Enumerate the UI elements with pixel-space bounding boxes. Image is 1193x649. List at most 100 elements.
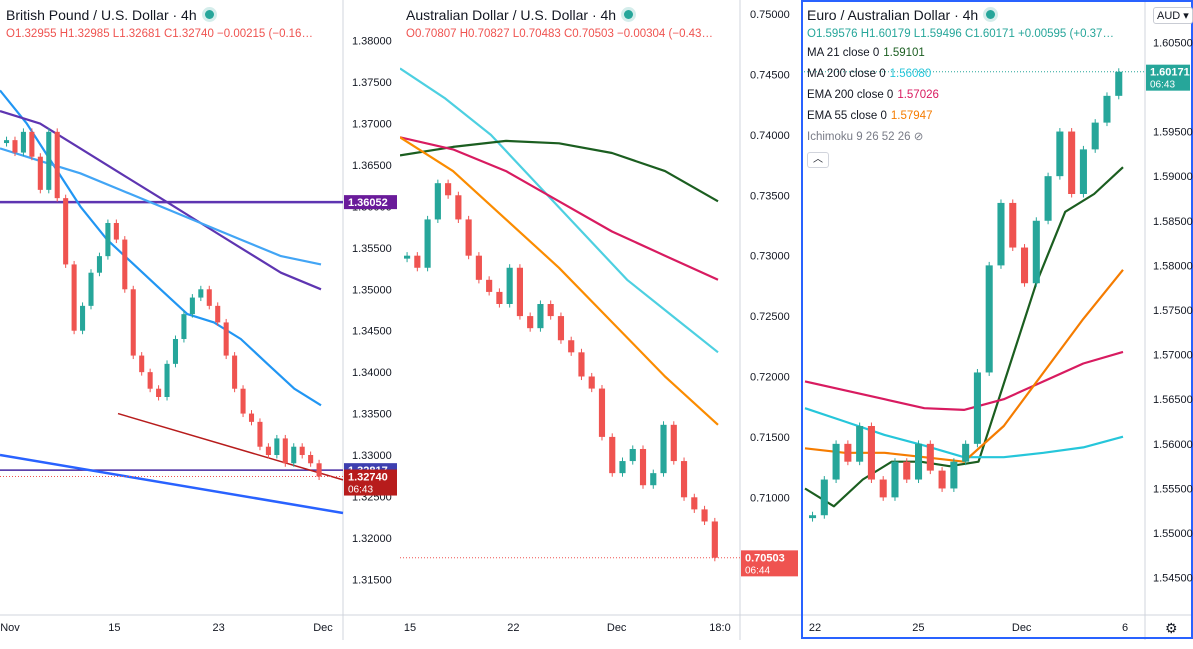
indicator-row-ema55[interactable]: EMA 55 close 0 1.57947 (807, 106, 1114, 127)
y-tick-label: 1.58500 (1153, 216, 1193, 228)
indicator-row-ma200[interactable]: MA 200 close 0 1.56080 (807, 64, 1114, 85)
euraud-plot[interactable]: 1.60500 1.59500 1.59000 1.58500 1.58000 1.575… (801, 0, 1193, 649)
candle-body (527, 316, 534, 329)
candle-body (506, 267, 513, 304)
chart-panel-gbpusd[interactable]: 1.380001.375001.370001.365001.360001.355… (0, 0, 400, 649)
chart-panel-euraud[interactable]: 1.60500 1.59500 1.59000 1.58500 1.58000 1.575… (801, 0, 1193, 649)
candle-body (424, 219, 431, 268)
y-tick-label: 1.33000 (352, 450, 392, 462)
gbpusd-legend: British Pound / U.S. Dollar · 4h O1.3295… (6, 6, 313, 43)
x-tick-label: Nov (0, 622, 20, 634)
candle-body (445, 183, 452, 196)
candle-body (1021, 247, 1029, 284)
low-value: L1.32681 (112, 28, 161, 40)
candle-body (856, 426, 864, 462)
moving-average-line (400, 67, 719, 354)
moving-average-line (804, 269, 1124, 463)
price-tag-label: 1.60171 (1150, 67, 1190, 79)
candle-body (434, 183, 441, 220)
symbol-title: British Pound / U.S. Dollar · 4h (6, 7, 197, 23)
ohlc-readout: O1.32955 H1.32985 L1.32681 C1.32740 −0.0… (6, 25, 313, 43)
market-status-icon (204, 10, 214, 19)
candle-body (711, 521, 718, 558)
candle-body (568, 340, 575, 353)
y-tick-label: 1.35000 (352, 284, 392, 296)
y-tick-label: 0.73000 (750, 251, 790, 263)
candle-body (206, 289, 212, 306)
candle-body (588, 376, 595, 389)
y-tick-label: 1.38000 (352, 36, 392, 48)
moving-average-line (400, 136, 719, 281)
candle-body (486, 279, 493, 292)
currency-selector[interactable]: AUD ▾ (1153, 7, 1193, 24)
eye-hidden-icon[interactable]: ⊘ (913, 131, 924, 143)
x-tick-label: Dec (1012, 622, 1032, 634)
indicator-label: MA 200 close 0 (807, 68, 886, 80)
y-tick-label: 0.75000 (750, 9, 790, 21)
candle-body (12, 140, 18, 153)
y-tick-label: 1.55000 (1153, 528, 1193, 540)
indicator-value: 1.57026 (897, 89, 939, 101)
y-tick-label: 1.60500 (1153, 37, 1193, 49)
candle-body (282, 438, 288, 464)
active-chart-frame (801, 0, 1193, 639)
candle-body (130, 289, 136, 356)
x-tick-label: 22 (809, 622, 821, 634)
x-tick-label: 6 (1122, 622, 1128, 634)
x-tick-label: 15 (108, 622, 120, 634)
indicator-row-ema200[interactable]: EMA 200 close 0 1.57026 (807, 85, 1114, 106)
candle-body (997, 202, 1005, 266)
y-tick-label: 0.72500 (750, 311, 790, 323)
candle-body (809, 515, 817, 519)
candle-body (516, 267, 523, 317)
low-value: L0.70483 (512, 28, 561, 40)
gear-icon[interactable]: ⚙ (1165, 620, 1178, 636)
moving-average-line (0, 110, 322, 291)
indicator-value: 1.57947 (890, 110, 933, 122)
moving-average-line (0, 147, 322, 266)
candle-body (1079, 149, 1087, 194)
price-tag-countdown: 06:43 (348, 485, 373, 496)
price-tag-box (344, 195, 397, 210)
candle-body (257, 421, 263, 447)
y-tick-label: 0.73500 (750, 190, 790, 202)
trendline (0, 453, 344, 515)
low-value: L1.59496 (913, 28, 962, 40)
price-tag-box (344, 469, 397, 496)
candle-body (985, 265, 993, 373)
gbpusd-plot[interactable]: 1.380001.375001.370001.365001.360001.355… (0, 0, 400, 649)
candle-body (639, 448, 647, 486)
x-tick-label: 18:0 (709, 622, 730, 634)
indicator-row-ichimoku[interactable]: Ichimoku 9 26 52 26 ⊘ (807, 127, 1114, 148)
trendline (117, 412, 344, 481)
price-tag-label: 1.36052 (348, 197, 388, 209)
open-value: O1.59576 (807, 28, 858, 40)
open-value: O1.32955 (6, 28, 57, 40)
y-tick-label: 1.59000 (1153, 171, 1193, 183)
candle-body (96, 256, 102, 273)
candle-body (164, 363, 170, 397)
indicator-label: MA 21 close 0 (807, 47, 880, 59)
candle-body (54, 131, 60, 199)
indicator-label: EMA 200 close 0 (807, 89, 894, 101)
audusd-plot[interactable]: 0.75000 0.74500 0.74000 0.73500 0.73000 0.725… (400, 0, 801, 649)
close-value: C1.32740 (163, 28, 214, 40)
price-tag-label: 0.70503 (745, 552, 785, 564)
y-tick-label: 0.74000 (750, 130, 790, 142)
chart-panel-audusd[interactable]: 0.75000 0.74500 0.74000 0.73500 0.73000 0.725… (400, 0, 801, 649)
audusd-legend: Australian Dollar / U.S. Dollar · 4h O0.… (406, 6, 713, 43)
candle-body (1091, 122, 1099, 150)
change-value: −0.00215 (−0.16… (217, 28, 313, 40)
x-tick-label: 22 (507, 622, 519, 634)
indicator-row-ma21[interactable]: MA 21 close 0 1.59101 (807, 43, 1114, 64)
y-tick-label: 1.36500 (352, 160, 392, 172)
candle-body (1032, 220, 1040, 284)
y-tick-label: 0.71500 (750, 432, 790, 444)
collapse-legend-button[interactable]: ︿ (807, 152, 829, 168)
candle-body (88, 272, 94, 306)
candle-body (844, 443, 852, 462)
candle-body (1044, 176, 1052, 221)
candle-body (867, 426, 875, 480)
moving-average-line (400, 139, 719, 203)
candle-body (701, 509, 708, 522)
